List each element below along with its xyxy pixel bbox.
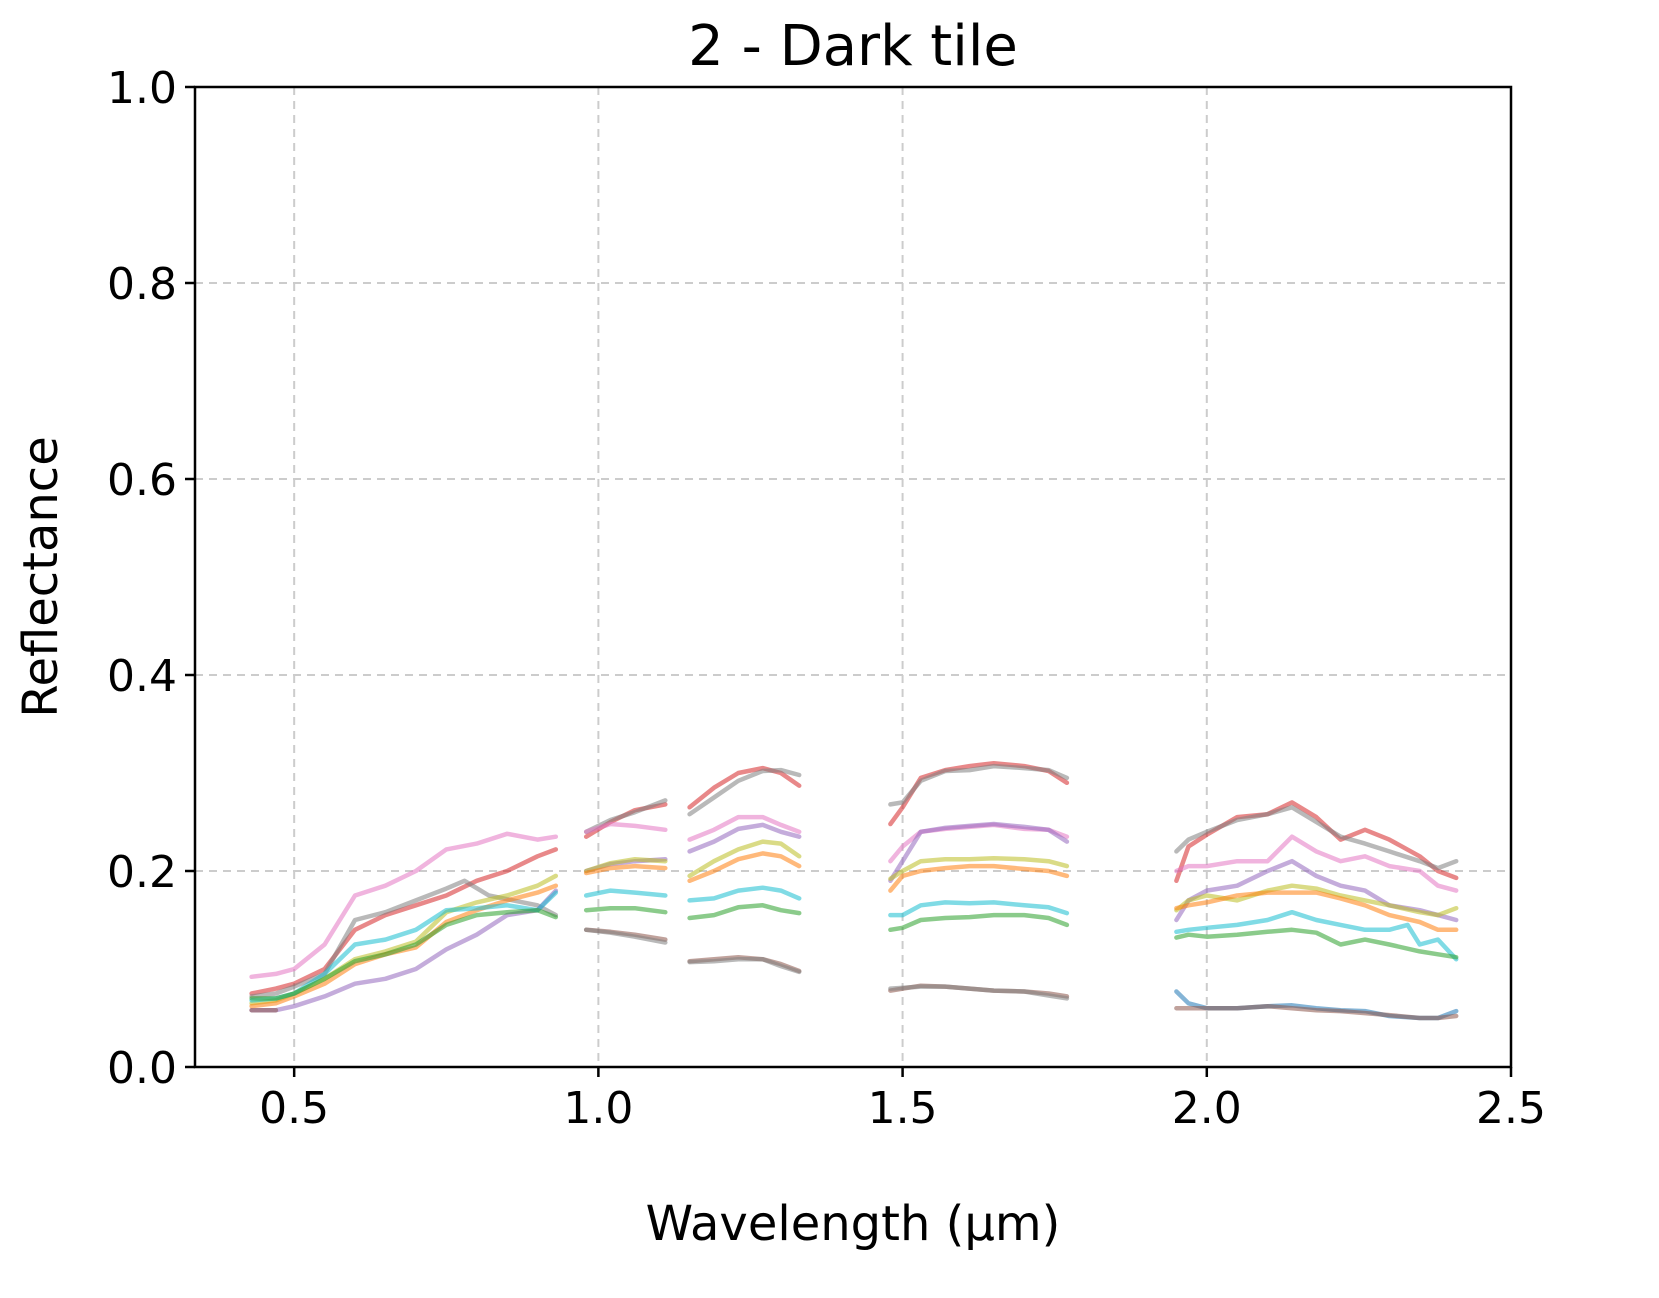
x-axis: 0.5 1.0 1.5 2.0 2.5 <box>259 1067 1546 1134</box>
x-tick-label: 2.5 <box>1476 1083 1546 1134</box>
series-line <box>687 885 802 903</box>
x-axis-title: Wavelength (µm) <box>646 1196 1061 1252</box>
series-line <box>888 856 1070 882</box>
series-line <box>1174 909 1459 962</box>
series-line <box>583 927 668 945</box>
series-line <box>249 847 559 996</box>
series-line <box>583 888 668 898</box>
series-line <box>687 814 802 842</box>
series-line <box>1174 927 1459 960</box>
series-line <box>888 763 1070 807</box>
chart-title: 2 - Dark tile <box>688 14 1018 79</box>
x-tick-label: 2.0 <box>1172 1083 1242 1134</box>
series-line <box>583 905 668 915</box>
series-line <box>249 888 559 1013</box>
series-line <box>583 863 668 876</box>
series-line <box>1174 834 1459 893</box>
plot-frame <box>193 85 1513 1069</box>
series-line <box>888 984 1070 1001</box>
series-line <box>687 822 802 854</box>
series-line <box>687 767 802 817</box>
series-line <box>1174 805 1459 871</box>
y-tick-label: 0.8 <box>107 259 177 310</box>
series-line <box>888 863 1070 893</box>
series-line <box>1174 883 1459 918</box>
series-line <box>888 900 1070 918</box>
series-layer <box>249 760 1459 1021</box>
x-tick-label: 1.5 <box>868 1083 938 1134</box>
series-line <box>249 831 559 980</box>
series-line <box>687 956 802 975</box>
y-tick-label: 0.4 <box>107 651 177 702</box>
series-group <box>249 903 1459 1001</box>
series-line <box>249 907 559 1001</box>
series-line <box>1174 1003 1459 1021</box>
series-line <box>1174 890 1459 933</box>
y-tick-label: 1.0 <box>107 63 177 114</box>
series-line <box>687 851 802 884</box>
y-tick-label: 0.6 <box>107 455 177 506</box>
y-axis-title: Reflectance <box>13 436 69 717</box>
y-tick-label: 0.0 <box>107 1043 177 1094</box>
series-line <box>888 912 1070 933</box>
series-group <box>583 927 1070 1001</box>
x-tick-label: 1.0 <box>563 1083 633 1134</box>
series-line <box>687 839 802 879</box>
series-line <box>583 821 668 835</box>
series-line <box>687 903 802 921</box>
series-line <box>583 856 668 874</box>
y-tick-label: 0.2 <box>107 847 177 898</box>
x-tick-label: 0.5 <box>259 1083 329 1134</box>
series-line <box>1174 800 1459 884</box>
series-line <box>687 765 802 810</box>
series-line <box>888 821 1070 884</box>
y-axis: 0.0 0.2 0.4 0.6 0.8 1.0 <box>107 63 195 1094</box>
